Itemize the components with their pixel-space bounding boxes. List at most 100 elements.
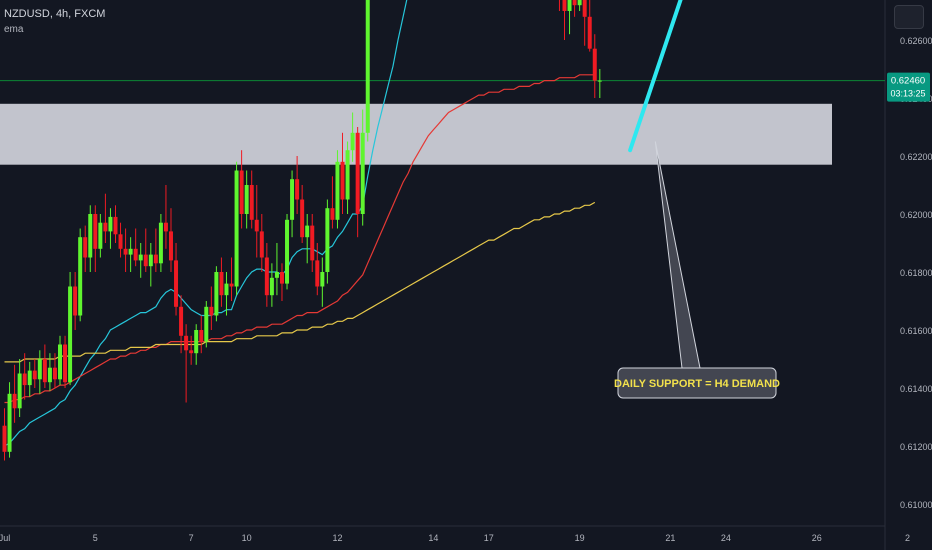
- candle-down: [52, 367, 57, 380]
- candle-up: [320, 272, 325, 287]
- candle-up: [214, 272, 219, 316]
- candle-up: [128, 248, 133, 255]
- candle-up: [285, 219, 290, 284]
- candle-up: [204, 306, 209, 342]
- candle-down: [174, 260, 179, 307]
- candle-up: [290, 179, 295, 220]
- candle-down: [93, 214, 98, 249]
- candle-up: [27, 370, 32, 386]
- candle-down: [83, 237, 88, 258]
- y-tick-label: 0.62600: [900, 36, 932, 46]
- candle-down: [73, 286, 78, 316]
- x-tick-label: 14: [428, 533, 438, 543]
- price-tag-countdown: 03:13:25: [890, 89, 925, 99]
- y-tick-label: 0.61000: [900, 500, 932, 510]
- candle-down: [254, 219, 259, 232]
- candle-up: [138, 254, 143, 261]
- candle-down: [199, 330, 204, 342]
- ema-fast-line: [4, 0, 408, 447]
- candle-up: [365, 0, 370, 133]
- candle-down: [153, 254, 158, 264]
- candle-down: [184, 335, 189, 351]
- x-tick-label: 26: [812, 533, 822, 543]
- x-tick-label: 7: [189, 533, 194, 543]
- callout-box: [617, 367, 777, 399]
- x-tick-label: 19: [575, 533, 585, 543]
- candle-down: [315, 260, 320, 287]
- candle-up: [98, 222, 103, 249]
- menu-button[interactable]: [894, 5, 924, 29]
- candle-down: [103, 222, 108, 232]
- candle-up: [360, 132, 365, 214]
- candle-down: [279, 272, 284, 284]
- price-tag-value: 0.62460: [891, 76, 925, 87]
- candle-down: [133, 248, 138, 261]
- candle-down: [355, 132, 360, 214]
- ema-slow-line: [4, 201, 596, 363]
- candle-up: [269, 277, 274, 296]
- candle-up: [47, 367, 52, 383]
- candle-up: [345, 150, 350, 200]
- y-tick-label: 0.62000: [900, 210, 932, 220]
- y-tick-label: 0.62200: [900, 152, 932, 162]
- candle-down: [340, 161, 345, 200]
- candle-down: [587, 16, 592, 49]
- candle-down: [310, 225, 315, 261]
- candle-down: [12, 393, 17, 409]
- candle-down: [2, 425, 7, 452]
- candle-down: [229, 283, 234, 287]
- candle-up: [78, 237, 83, 316]
- candle-down: [592, 48, 597, 81]
- x-tick-label: 2: [905, 533, 910, 543]
- candle-down: [249, 185, 254, 220]
- candle-down: [582, 0, 587, 17]
- candle-down: [572, 0, 577, 6]
- x-tick-label: 10: [242, 533, 252, 543]
- candle-down: [264, 257, 269, 296]
- candle-down: [330, 208, 335, 220]
- candle-up: [68, 286, 73, 383]
- candle-up: [335, 161, 340, 220]
- candle-down: [143, 254, 148, 267]
- candle-down: [42, 359, 47, 383]
- price-tag: [887, 72, 930, 102]
- candle-up: [37, 359, 42, 380]
- candle-up: [234, 170, 239, 287]
- indicator-label: ema: [4, 24, 24, 35]
- callout-text: DAILY SUPPORT = H4 DEMAND: [614, 378, 780, 390]
- x-tick-label: 17: [484, 533, 494, 543]
- candle-up: [17, 373, 22, 409]
- candle-up: [224, 283, 229, 296]
- candle-up: [57, 344, 62, 380]
- candle-down: [113, 216, 118, 235]
- candle-down: [168, 231, 173, 261]
- candle-down: [300, 199, 305, 238]
- callout-pointer: [654, 141, 701, 369]
- candle-down: [562, 0, 567, 11]
- ema-mid-line: [4, 74, 595, 404]
- x-tick-label: 12: [332, 533, 342, 543]
- candle-down: [239, 170, 244, 214]
- candle-up: [7, 393, 12, 452]
- candle-down: [22, 373, 27, 386]
- candle-down: [163, 222, 168, 232]
- y-tick-label: 0.61400: [900, 384, 932, 394]
- candle-down: [259, 231, 264, 258]
- candle-down: [219, 272, 224, 296]
- candle-up: [148, 254, 153, 267]
- x-tick-label: 21: [665, 533, 675, 543]
- y-tick-label: 0.61600: [900, 326, 932, 336]
- candle-down: [179, 306, 184, 336]
- candle-down: [189, 350, 194, 354]
- symbol-label: NZDUSD, 4h, FXCM: [4, 8, 106, 20]
- y-tick-label: 0.61800: [900, 268, 932, 278]
- candle-down: [295, 179, 300, 200]
- candle-up: [305, 225, 310, 238]
- candle-down: [32, 370, 37, 380]
- candle-down: [63, 344, 68, 383]
- demand-zone: [0, 103, 832, 165]
- x-tick-label: 5: [93, 533, 98, 543]
- candle-up: [577, 0, 582, 6]
- candle-up: [350, 132, 355, 151]
